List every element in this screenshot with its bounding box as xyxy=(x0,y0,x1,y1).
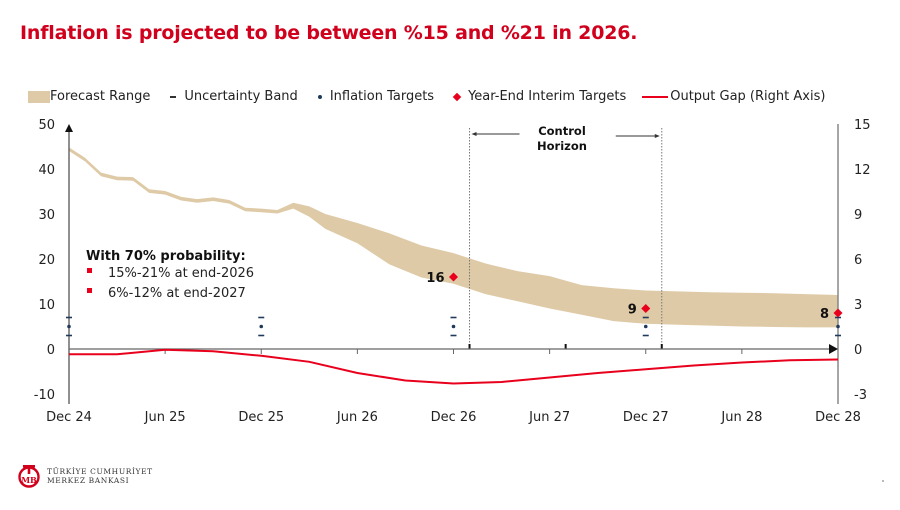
inflation-target-point xyxy=(67,324,71,329)
svg-text:MB: MB xyxy=(21,475,37,485)
right-axis-tick-label: 15 xyxy=(854,118,871,133)
control-horizon-label-line2: Horizon xyxy=(537,139,587,153)
legend-item-inflation-targets: Inflation Targets xyxy=(314,89,434,104)
interim-target-point xyxy=(641,304,651,313)
right-axis-tick-label: 0 xyxy=(854,343,862,358)
dash-icon xyxy=(170,95,177,98)
left-axis-tick-label: -10 xyxy=(34,388,55,403)
inflation-target-point xyxy=(643,324,648,329)
inflation-target-point xyxy=(259,324,264,329)
interim-target-label: 8 xyxy=(820,307,829,322)
right-axis-tick-label: 12 xyxy=(854,163,871,178)
line-icon xyxy=(642,95,669,98)
dot-icon xyxy=(317,94,322,99)
chart-title: Inflation is projected to be between %15… xyxy=(20,22,638,44)
range-swatch-icon xyxy=(28,90,50,103)
left-axis-tick-label: 40 xyxy=(38,163,55,178)
inflation-target-point xyxy=(836,324,840,329)
annotation-bullet: 15%-21% at end-2026 xyxy=(108,266,254,281)
logo-line1: TÜRKİYE CUMHURİYET xyxy=(47,467,153,476)
inflation-target-point xyxy=(451,324,456,329)
x-axis-tick-label: Jun 26 xyxy=(336,410,378,425)
legend-label: Year-End Interim Targets xyxy=(468,89,627,104)
x-axis-tick-label: Dec 25 xyxy=(238,410,284,425)
cbrt-logo: MB TÜRKİYE CUMHURİYET MERKEZ BANKASI xyxy=(16,463,153,489)
interim-target-point xyxy=(449,272,458,282)
left-axis-tick-label: 10 xyxy=(38,298,55,313)
legend-label: Inflation Targets xyxy=(329,89,435,104)
output-gap-line xyxy=(69,348,839,385)
annotation-bullet: 6%-12% at end-2027 xyxy=(108,286,246,301)
legend-label: Forecast Range xyxy=(50,89,151,104)
bullet-icon xyxy=(87,288,92,293)
left-axis-arrow-icon xyxy=(65,124,73,132)
legend-item-uncertainty-band: Uncertainty Band xyxy=(166,89,298,104)
interim-target-label: 9 xyxy=(628,303,637,318)
left-axis-tick-label: 30 xyxy=(38,208,55,223)
x-axis-tick-label: Dec 27 xyxy=(623,410,669,425)
bullet-icon xyxy=(87,268,92,273)
cbrt-emblem-icon: MB xyxy=(18,465,40,488)
chart-legend: Forecast Range Uncertainty Band Inflatio… xyxy=(28,89,841,104)
x-axis-tick-label: Dec 24 xyxy=(46,410,92,425)
x-axis-arrow-icon xyxy=(829,344,838,354)
annotation-heading: With 70% probability: xyxy=(86,249,246,264)
right-axis-tick-label: -3 xyxy=(854,388,867,403)
right-axis-tick-label: 6 xyxy=(854,253,862,268)
legend-label: Output Gap (Right Axis) xyxy=(670,89,826,104)
footer-dot xyxy=(882,480,884,482)
forecast-range-area xyxy=(69,147,838,328)
legend-item-output-gap: Output Gap (Right Axis) xyxy=(642,89,825,104)
legend-item-interim-targets: Year-End Interim Targets xyxy=(450,89,626,104)
arrow-left-icon xyxy=(471,132,477,136)
right-axis-tick-label: 3 xyxy=(854,298,862,313)
left-axis-tick-label: 0 xyxy=(47,343,55,358)
interim-target-point xyxy=(833,308,843,318)
left-axis-tick-label: 20 xyxy=(38,253,55,268)
right-axis-tick-label: 9 xyxy=(854,208,862,223)
x-axis-tick-label: Jun 28 xyxy=(720,410,762,425)
interim-target-label: 16 xyxy=(426,271,444,286)
legend-item-forecast-range: Forecast Range xyxy=(28,89,150,104)
arrow-right-icon xyxy=(654,134,660,138)
control-horizon-label-line1: Control xyxy=(538,124,586,138)
x-axis-tick-label: Jun 27 xyxy=(528,410,570,425)
x-axis-tick-label: Dec 26 xyxy=(431,410,477,425)
logo-line2: MERKEZ BANKASI xyxy=(47,476,130,485)
x-axis-tick-label: Jun 25 xyxy=(144,410,186,425)
x-axis-tick-label: Dec 28 xyxy=(815,410,861,425)
legend-label: Uncertainty Band xyxy=(184,89,298,104)
left-axis-tick-label: 50 xyxy=(38,118,55,133)
